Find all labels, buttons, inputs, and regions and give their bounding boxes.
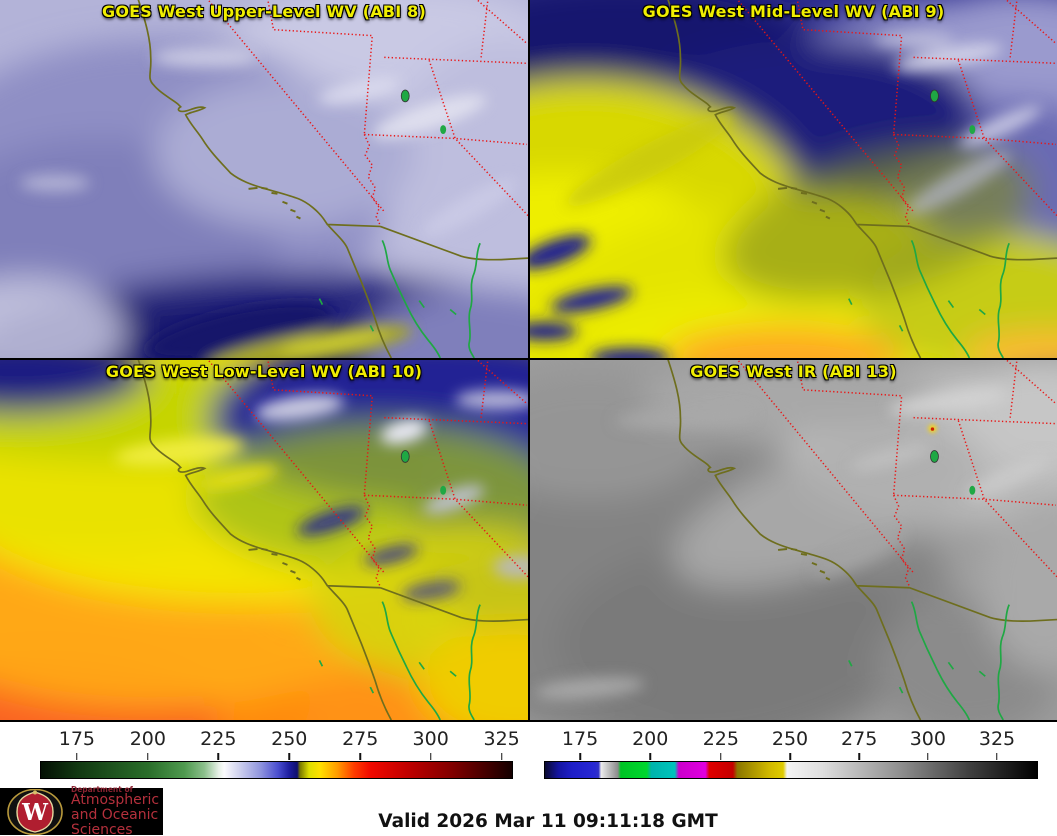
ir-tick-label: 250 bbox=[771, 728, 809, 750]
ir-tick-mark bbox=[996, 753, 998, 760]
logo-dept-line: Department of bbox=[71, 784, 133, 794]
logo-name-line1: Atmospheric bbox=[71, 792, 160, 809]
abi10-detail bbox=[115, 389, 528, 601]
wv-tick-mark bbox=[359, 753, 361, 760]
wv-tick-label: 175 bbox=[58, 728, 96, 750]
footer: W Department of Atmospheric and Oceanic … bbox=[0, 784, 1057, 836]
panel-mid-level-wv: GOES West Mid-Level WV (ABI 9) bbox=[530, 0, 1057, 358]
abi10-field bbox=[0, 360, 528, 720]
abi9-satellite-image bbox=[530, 0, 1057, 358]
wv-tick-label: 325 bbox=[483, 728, 520, 750]
hotspot-dot bbox=[930, 427, 935, 431]
ir-tick-label: 200 bbox=[632, 728, 669, 750]
panel-upper-level-wv: GOES West Upper-Level WV (ABI 8) bbox=[0, 0, 528, 358]
ir-tick-mark bbox=[720, 753, 722, 760]
abi9-detail bbox=[530, 31, 1042, 358]
wv-tick-mark bbox=[429, 753, 432, 760]
ir-tick-mark bbox=[927, 753, 929, 760]
ir-tick-mark bbox=[858, 753, 860, 760]
uw-monogram: W bbox=[21, 799, 49, 826]
wv-tick-label: 250 bbox=[271, 728, 308, 750]
valid-timestamp: Valid 2026 Mar 11 09:11:18 GMT bbox=[378, 811, 718, 832]
wv-tick-label: 200 bbox=[129, 728, 166, 750]
wv-colorbar-gradient bbox=[40, 761, 513, 779]
panel-ir: GOES West IR (ABI 13) bbox=[530, 360, 1057, 720]
ir-tick-label: 300 bbox=[909, 728, 946, 750]
uw-crest-icon: W bbox=[7, 788, 63, 835]
colorbar-strip: 175 200 225 250 275 300 325 175 200 bbox=[0, 722, 1057, 786]
ir-colorbar: 175 200 225 250 275 300 325 bbox=[530, 722, 1057, 786]
abi8-detail bbox=[19, 47, 518, 358]
ir-tick-label: 275 bbox=[841, 728, 878, 750]
abi13-satellite-image bbox=[530, 360, 1057, 720]
wv-tick-mark bbox=[500, 753, 503, 760]
ir-tick-mark bbox=[789, 753, 791, 760]
logo-name-line2: and Oceanic Sciences bbox=[71, 807, 159, 836]
wv-tick-mark bbox=[217, 753, 220, 760]
ir-tick-label: 225 bbox=[702, 728, 739, 750]
wv-tick-mark bbox=[76, 753, 78, 760]
wv-tick-mark bbox=[147, 753, 149, 760]
abi8-satellite-image bbox=[0, 0, 528, 358]
wv-tick-label: 300 bbox=[412, 728, 449, 750]
logo-text: Department of Atmospheric and Oceanic Sc… bbox=[71, 784, 163, 836]
panel-low-level-wv: GOES West Low-Level WV (ABI 10) bbox=[0, 360, 528, 720]
ir-tick-label: 175 bbox=[561, 728, 599, 750]
satellite-grid: GOES West Upper-Level WV (ABI 8) bbox=[0, 0, 1057, 722]
uw-aos-logo: W Department of Atmospheric and Oceanic … bbox=[0, 784, 163, 836]
abi10-satellite-image bbox=[0, 360, 528, 720]
ir-tick-label: 325 bbox=[978, 728, 1016, 750]
ir-tick-mark bbox=[649, 753, 651, 760]
ir-tick-mark bbox=[579, 753, 581, 760]
wv-tick-label: 275 bbox=[342, 728, 379, 750]
abi13-detail bbox=[535, 388, 1049, 700]
wv-tick-mark bbox=[288, 753, 291, 760]
wv-tick-label: 225 bbox=[200, 728, 237, 750]
wv-colorbar: 175 200 225 250 275 300 325 bbox=[0, 722, 528, 786]
ir-colorbar-gradient bbox=[544, 761, 1038, 779]
